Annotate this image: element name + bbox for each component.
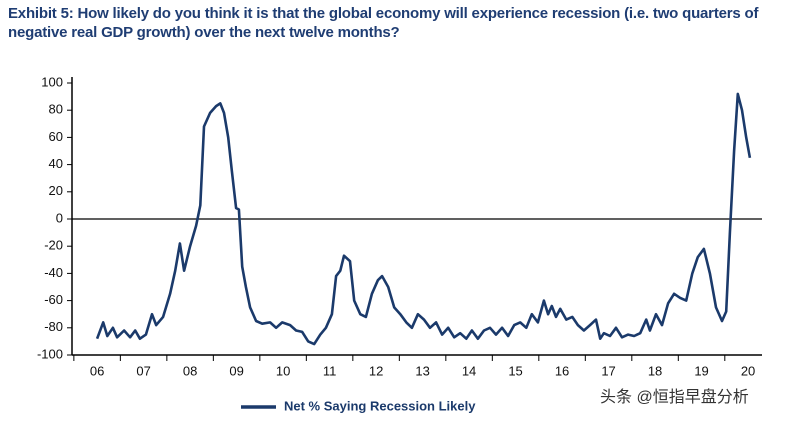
- x-tick-label: 11: [323, 363, 337, 378]
- chart-title: Exhibit 5: How likely do you think it is…: [8, 5, 759, 41]
- x-tick-label: 09: [229, 363, 243, 378]
- y-tick-label: 0: [56, 210, 63, 225]
- x-tick-label: 18: [648, 363, 662, 378]
- line-series: [95, 92, 752, 346]
- x-tick-label: 13: [415, 363, 429, 378]
- x-tick-label: 10: [276, 363, 290, 378]
- y-tick-label: -20: [44, 238, 63, 253]
- x-tick-label: 08: [183, 363, 197, 378]
- x-tick-label: 20: [741, 363, 755, 378]
- y-tick-label: 100: [41, 74, 63, 89]
- x-tick-label: 12: [369, 363, 383, 378]
- x-tick-label: 15: [508, 363, 522, 378]
- y-tick-label: -80: [44, 319, 63, 334]
- x-tick-label: 14: [462, 363, 476, 378]
- y-tick-label: 20: [49, 183, 63, 198]
- legend-label: Net % Saying Recession Likely: [284, 398, 476, 413]
- y-tick-label: 40: [49, 156, 63, 171]
- x-tick-label: 17: [601, 363, 615, 378]
- watermark: 头条 @恒指早盘分析: [600, 387, 749, 406]
- x-tick-label: 19: [694, 363, 708, 378]
- y-tick-label: -60: [44, 292, 63, 307]
- y-tick-label: -40: [44, 265, 63, 280]
- x-tick-label: 06: [90, 363, 104, 378]
- y-tick-label: 60: [49, 129, 63, 144]
- y-tick-label: 80: [49, 102, 63, 117]
- x-tick-label: 16: [555, 363, 569, 378]
- x-tick-label: 07: [136, 363, 150, 378]
- y-tick-label: -100: [37, 346, 63, 361]
